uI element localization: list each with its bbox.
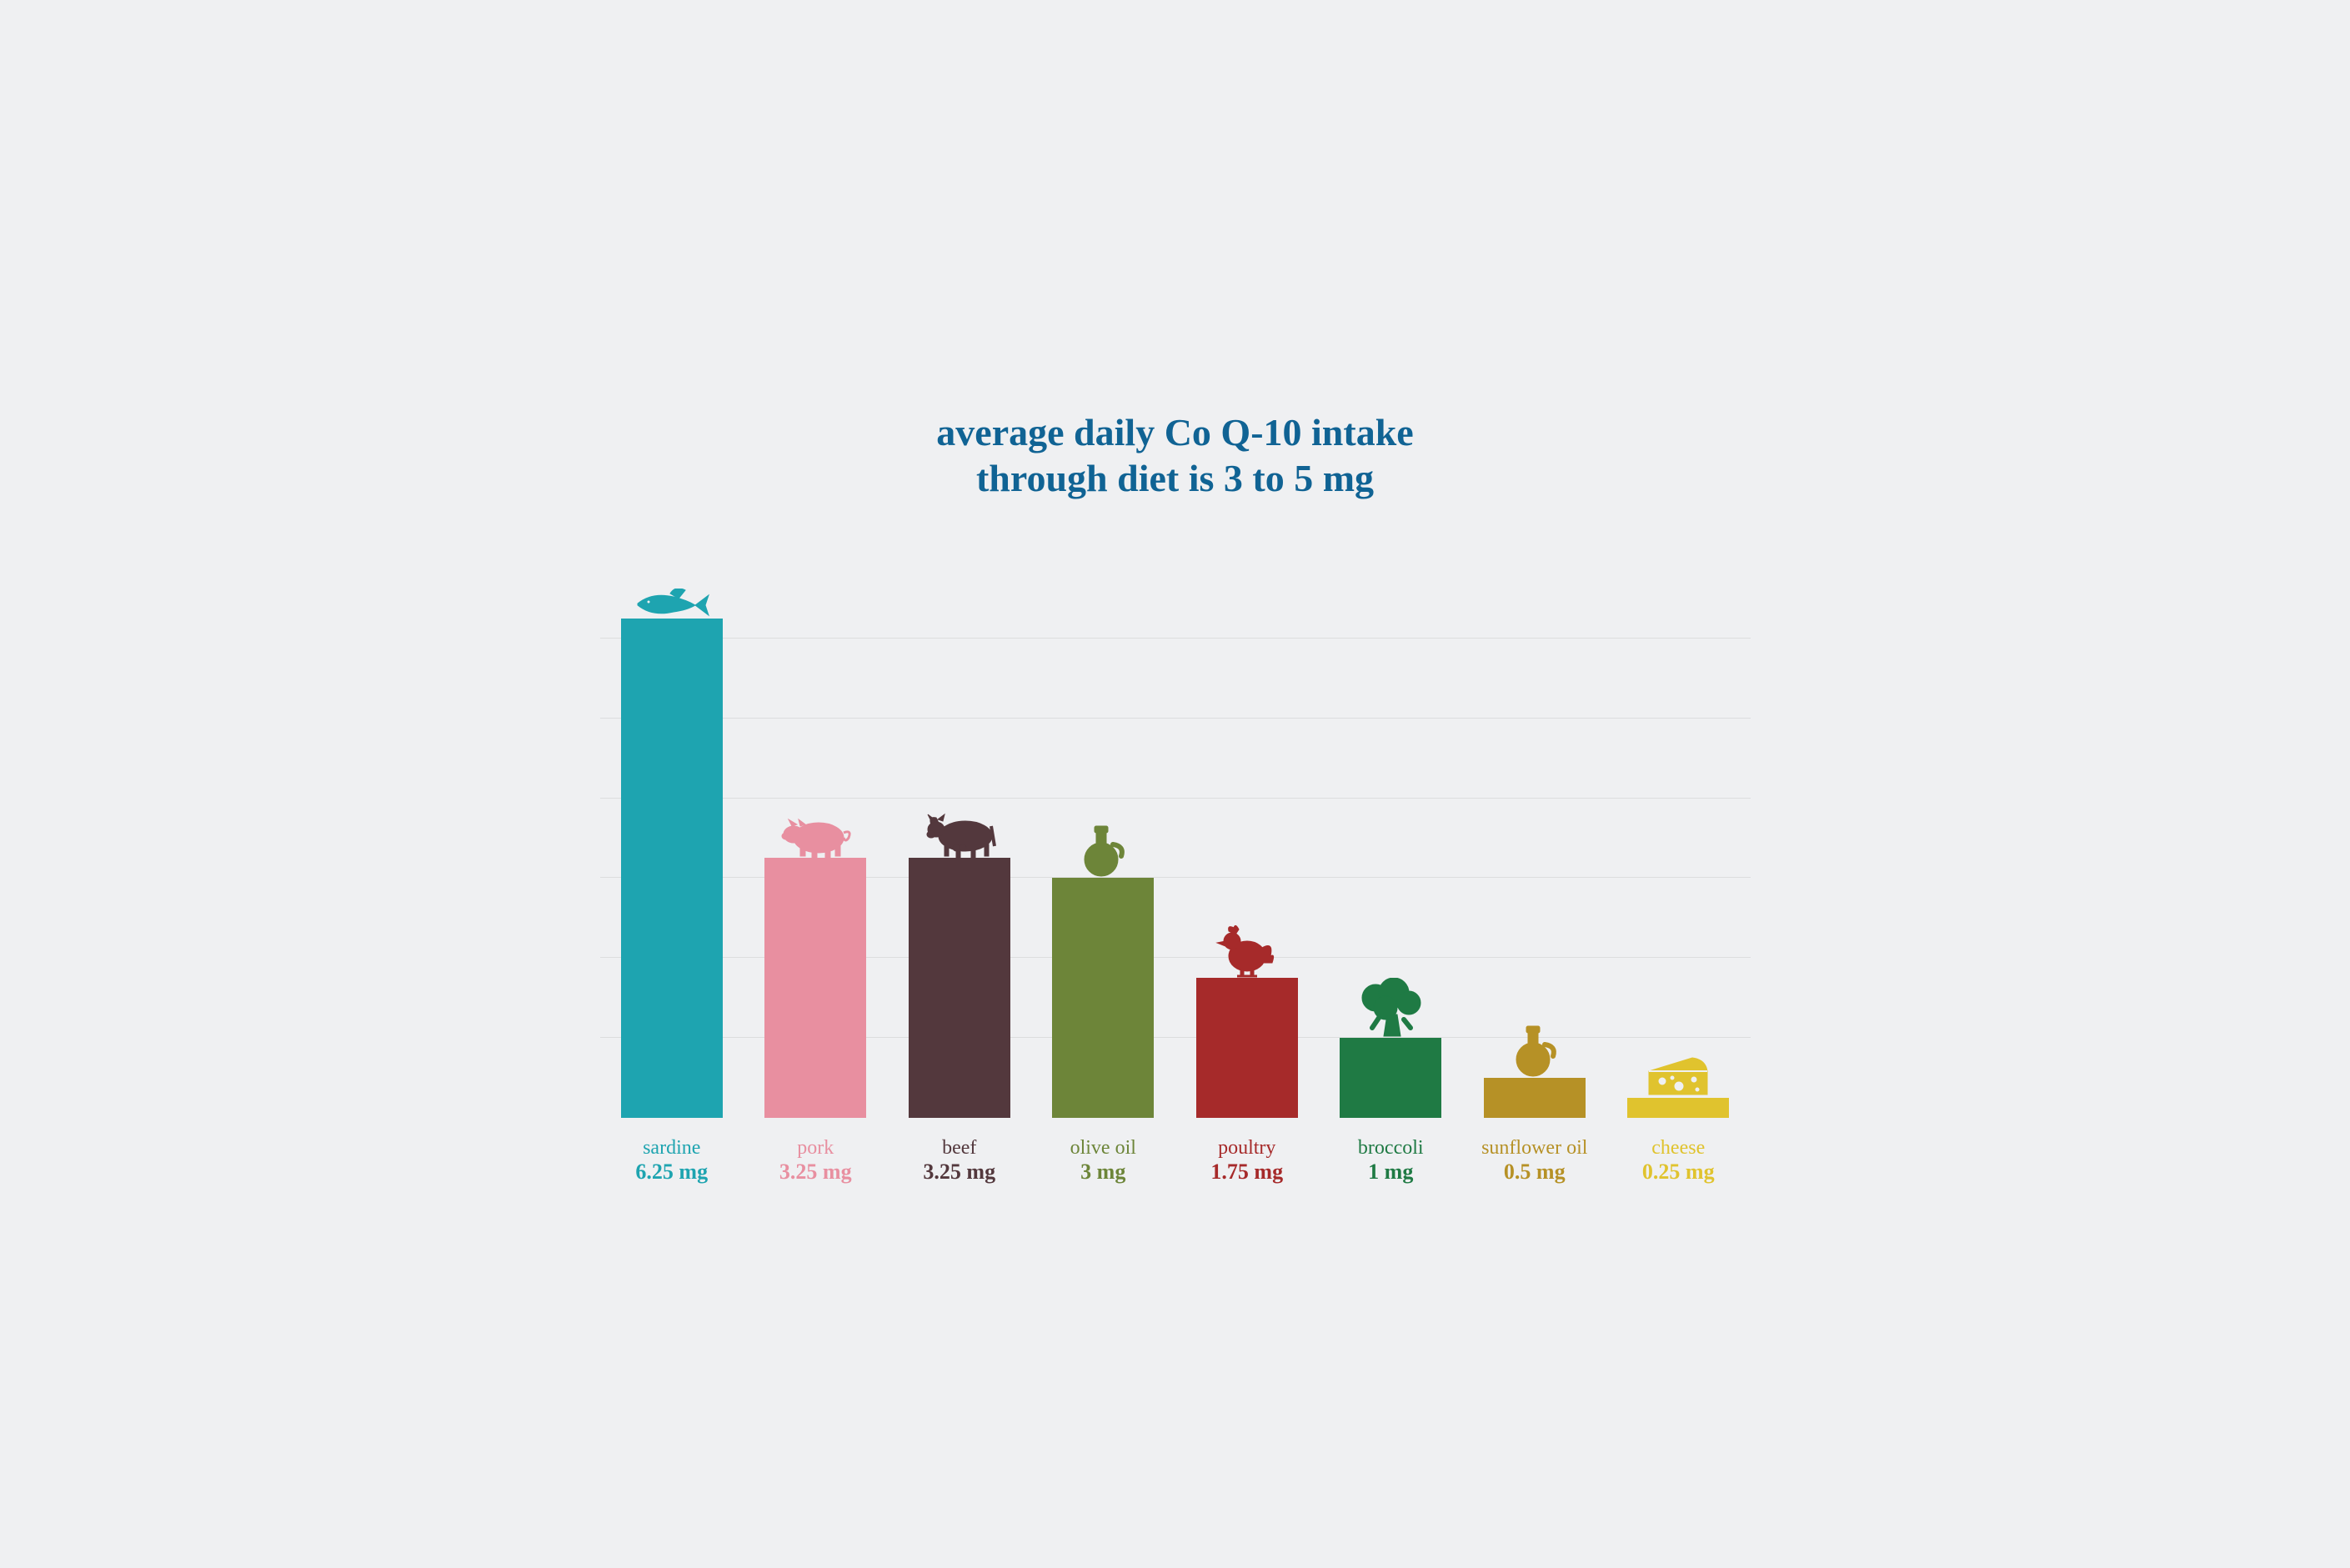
- food-name: sunflower oil: [1463, 1137, 1607, 1160]
- title-line-1: average daily Co Q-10 intake: [550, 409, 1801, 455]
- bar-slot: [1606, 559, 1751, 1118]
- food-value: 6.25 mg: [600, 1160, 744, 1185]
- bar-olive-oil: [1052, 878, 1154, 1117]
- axis-label: olive oil3 mg: [1031, 1137, 1175, 1185]
- food-value: 0.5 mg: [1463, 1160, 1607, 1185]
- plot-area: [600, 559, 1751, 1118]
- bar-slot: [600, 559, 744, 1118]
- axis-label: cheese0.25 mg: [1606, 1137, 1751, 1185]
- title-line-2: through diet is 3 to 5 mg: [550, 455, 1801, 501]
- food-name: beef: [888, 1137, 1032, 1160]
- bar-beef: [909, 858, 1010, 1117]
- coq10-chart: average daily Co Q-10 intake through die…: [550, 368, 1801, 1201]
- bar-slot: [1175, 559, 1320, 1118]
- food-value: 1.75 mg: [1175, 1160, 1320, 1185]
- food-value: 3.25 mg: [888, 1160, 1032, 1185]
- bar-sunflower-oil: [1484, 1078, 1586, 1118]
- bar-slot: [1319, 559, 1463, 1118]
- broccoli-icon: [1319, 978, 1463, 1039]
- food-name: pork: [744, 1137, 888, 1160]
- food-name: olive oil: [1031, 1137, 1175, 1160]
- cow-icon: [888, 809, 1032, 859]
- food-name: sardine: [600, 1137, 744, 1160]
- axis-label: beef3.25 mg: [888, 1137, 1032, 1185]
- bar-cheese: [1627, 1098, 1729, 1118]
- bottle-icon: [1463, 1023, 1607, 1080]
- bar-slot: [744, 559, 888, 1118]
- food-name: poultry: [1175, 1137, 1320, 1160]
- bar-pork: [764, 858, 866, 1117]
- pig-icon: [744, 813, 888, 859]
- x-axis-labels: sardine6.25 mgpork3.25 mgbeef3.25 mgoliv…: [600, 1137, 1751, 1185]
- food-value: 1 mg: [1319, 1160, 1463, 1185]
- food-value: 3.25 mg: [744, 1160, 888, 1185]
- fish-icon: [600, 589, 744, 620]
- bars-container: [600, 559, 1751, 1118]
- axis-label: sardine6.25 mg: [600, 1137, 744, 1185]
- bar-poultry: [1196, 978, 1298, 1118]
- bar-slot: [1463, 559, 1607, 1118]
- axis-label: sunflower oil0.5 mg: [1463, 1137, 1607, 1185]
- axis-label: pork3.25 mg: [744, 1137, 888, 1185]
- bar-slot: [1031, 559, 1175, 1118]
- axis-label: poultry1.75 mg: [1175, 1137, 1320, 1185]
- bottle-icon: [1031, 823, 1175, 879]
- cheese-icon: [1606, 1053, 1751, 1100]
- chicken-icon: [1175, 923, 1320, 979]
- food-value: 3 mg: [1031, 1160, 1175, 1185]
- axis-label: broccoli1 mg: [1319, 1137, 1463, 1185]
- food-name: cheese: [1606, 1137, 1751, 1160]
- food-name: broccoli: [1319, 1137, 1463, 1160]
- food-value: 0.25 mg: [1606, 1160, 1751, 1185]
- bar-broccoli: [1340, 1038, 1441, 1118]
- bar-sardine: [621, 619, 723, 1117]
- chart-title: average daily Co Q-10 intake through die…: [550, 368, 1801, 501]
- bar-slot: [888, 559, 1032, 1118]
